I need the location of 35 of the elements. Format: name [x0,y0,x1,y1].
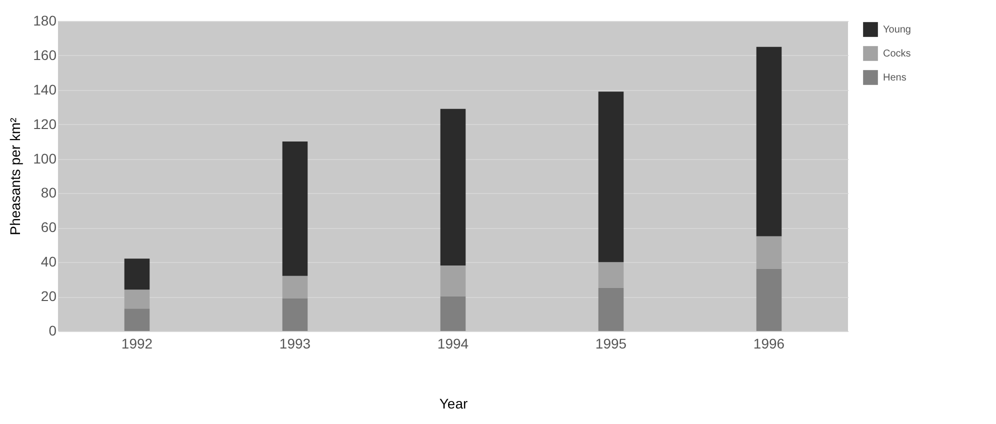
x-tick-label: 1996 [753,336,785,352]
bar [440,296,466,331]
bar [598,92,624,262]
legend-label: Cocks [883,48,911,60]
y-tick-label: 100 [33,150,57,166]
bar [598,262,624,288]
y-tick-label: 20 [40,288,57,304]
bar [282,142,308,276]
y-tick-label: 0 [48,322,57,338]
bar [124,290,150,309]
bar [756,269,782,331]
x-tick-label: 1993 [279,336,311,352]
bar [282,276,308,298]
legend-label: Hens [883,72,906,84]
y-tick-label: 180 [33,12,57,28]
x-axis-title: Year [439,396,468,412]
y-tick-label: 160 [33,46,57,63]
bar [440,266,466,297]
bar [124,308,150,331]
bar [756,46,782,236]
bar [756,236,782,269]
bar [282,298,308,331]
y-tick-label: 60 [40,219,57,236]
bar [124,258,150,290]
bar [598,288,624,331]
y-tick-label: 140 [33,81,57,98]
legend-label: Young [883,24,911,36]
y-tick-label: 120 [33,116,57,132]
y-tick-label: 40 [40,254,57,270]
x-tick-label: 1995 [595,336,627,352]
x-tick-label: 1992 [121,336,153,352]
y-axis-title: Pheasants per km² [7,117,24,236]
y-tick-label: 80 [40,184,57,201]
x-tick-label: 1994 [437,336,469,352]
bar [440,108,466,266]
